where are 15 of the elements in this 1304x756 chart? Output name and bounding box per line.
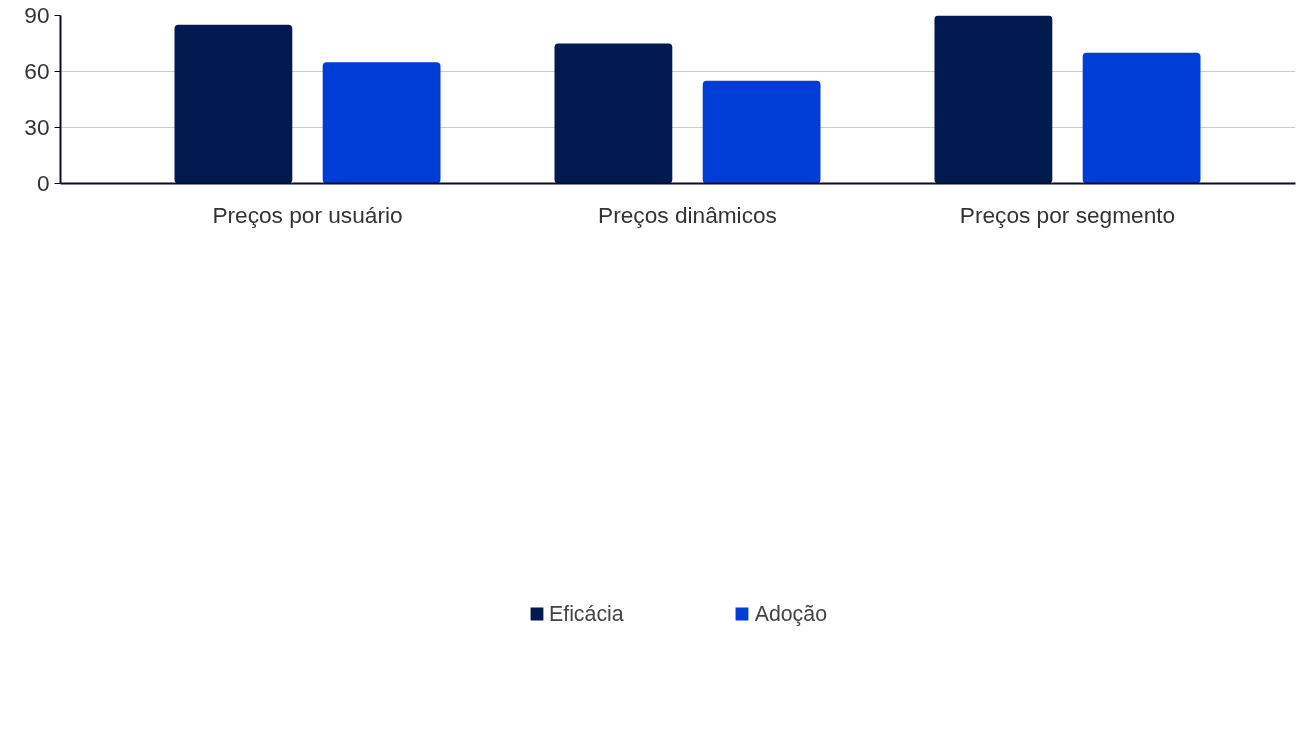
x-tick-label: Preços dinâmicos bbox=[598, 201, 777, 228]
legend-label: Adoção bbox=[754, 601, 828, 627]
bar bbox=[174, 24, 293, 184]
y-tick-label: 30 bbox=[24, 114, 50, 140]
bar bbox=[554, 43, 673, 184]
x-tick-label: Preços por segmento bbox=[959, 201, 1176, 228]
y-tick-label: 0 bbox=[36, 170, 50, 196]
bar bbox=[322, 62, 441, 184]
bar bbox=[934, 15, 1053, 184]
bar bbox=[1082, 52, 1201, 184]
y-tick-label: 90 bbox=[24, 2, 50, 28]
y-tick-label: 60 bbox=[24, 58, 50, 84]
x-tick-label: Preços por usuário bbox=[212, 201, 403, 228]
bar bbox=[702, 80, 821, 184]
legend-label: Eficácia bbox=[548, 601, 624, 627]
